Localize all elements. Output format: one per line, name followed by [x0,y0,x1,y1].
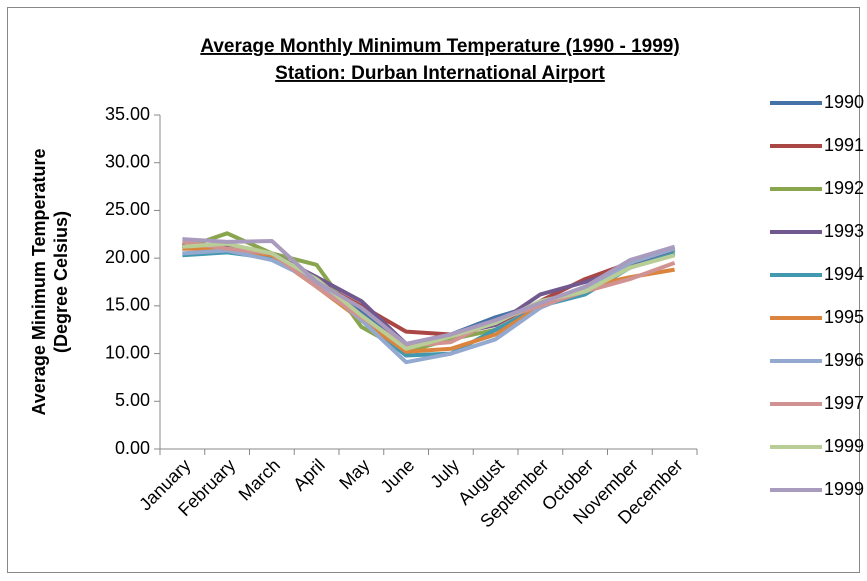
legend-label: 1999 [824,436,864,456]
series-line [182,241,676,351]
y-tick-label: 35.00 [105,104,150,124]
legend-label: 1993 [824,221,864,241]
legend-label: 1994 [824,264,864,284]
chart-frame [7,7,860,573]
y-axis-label: Average Minimum Temperature [29,148,49,415]
chart-title: Average Monthly Minimum Temperature (199… [200,36,679,57]
legend-label: 1999 [824,479,864,499]
y-tick-label: 15.00 [105,295,150,315]
y-tick-label: 0.00 [115,438,150,458]
y-axis-label: (Degree Celsius) [51,211,71,353]
legend-label: 1991 [824,135,864,155]
y-tick-label: 5.00 [115,390,150,410]
y-tick-label: 10.00 [105,342,150,362]
chart-title: Station: Durban International Airport [275,63,605,84]
series-line [182,237,676,346]
legend-label: 1997 [824,393,864,413]
legend-label: 1992 [824,178,864,198]
legend-label: 1990 [824,92,864,112]
y-tick-label: 20.00 [105,247,150,267]
y-tick-label: 30.00 [105,151,150,171]
y-axis-label-group: Average Minimum Temperature (Degree Cels… [29,148,71,415]
y-tick-label: 25.00 [105,199,150,219]
legend-label: 1996 [824,350,864,370]
legend-label: 1995 [824,307,864,327]
